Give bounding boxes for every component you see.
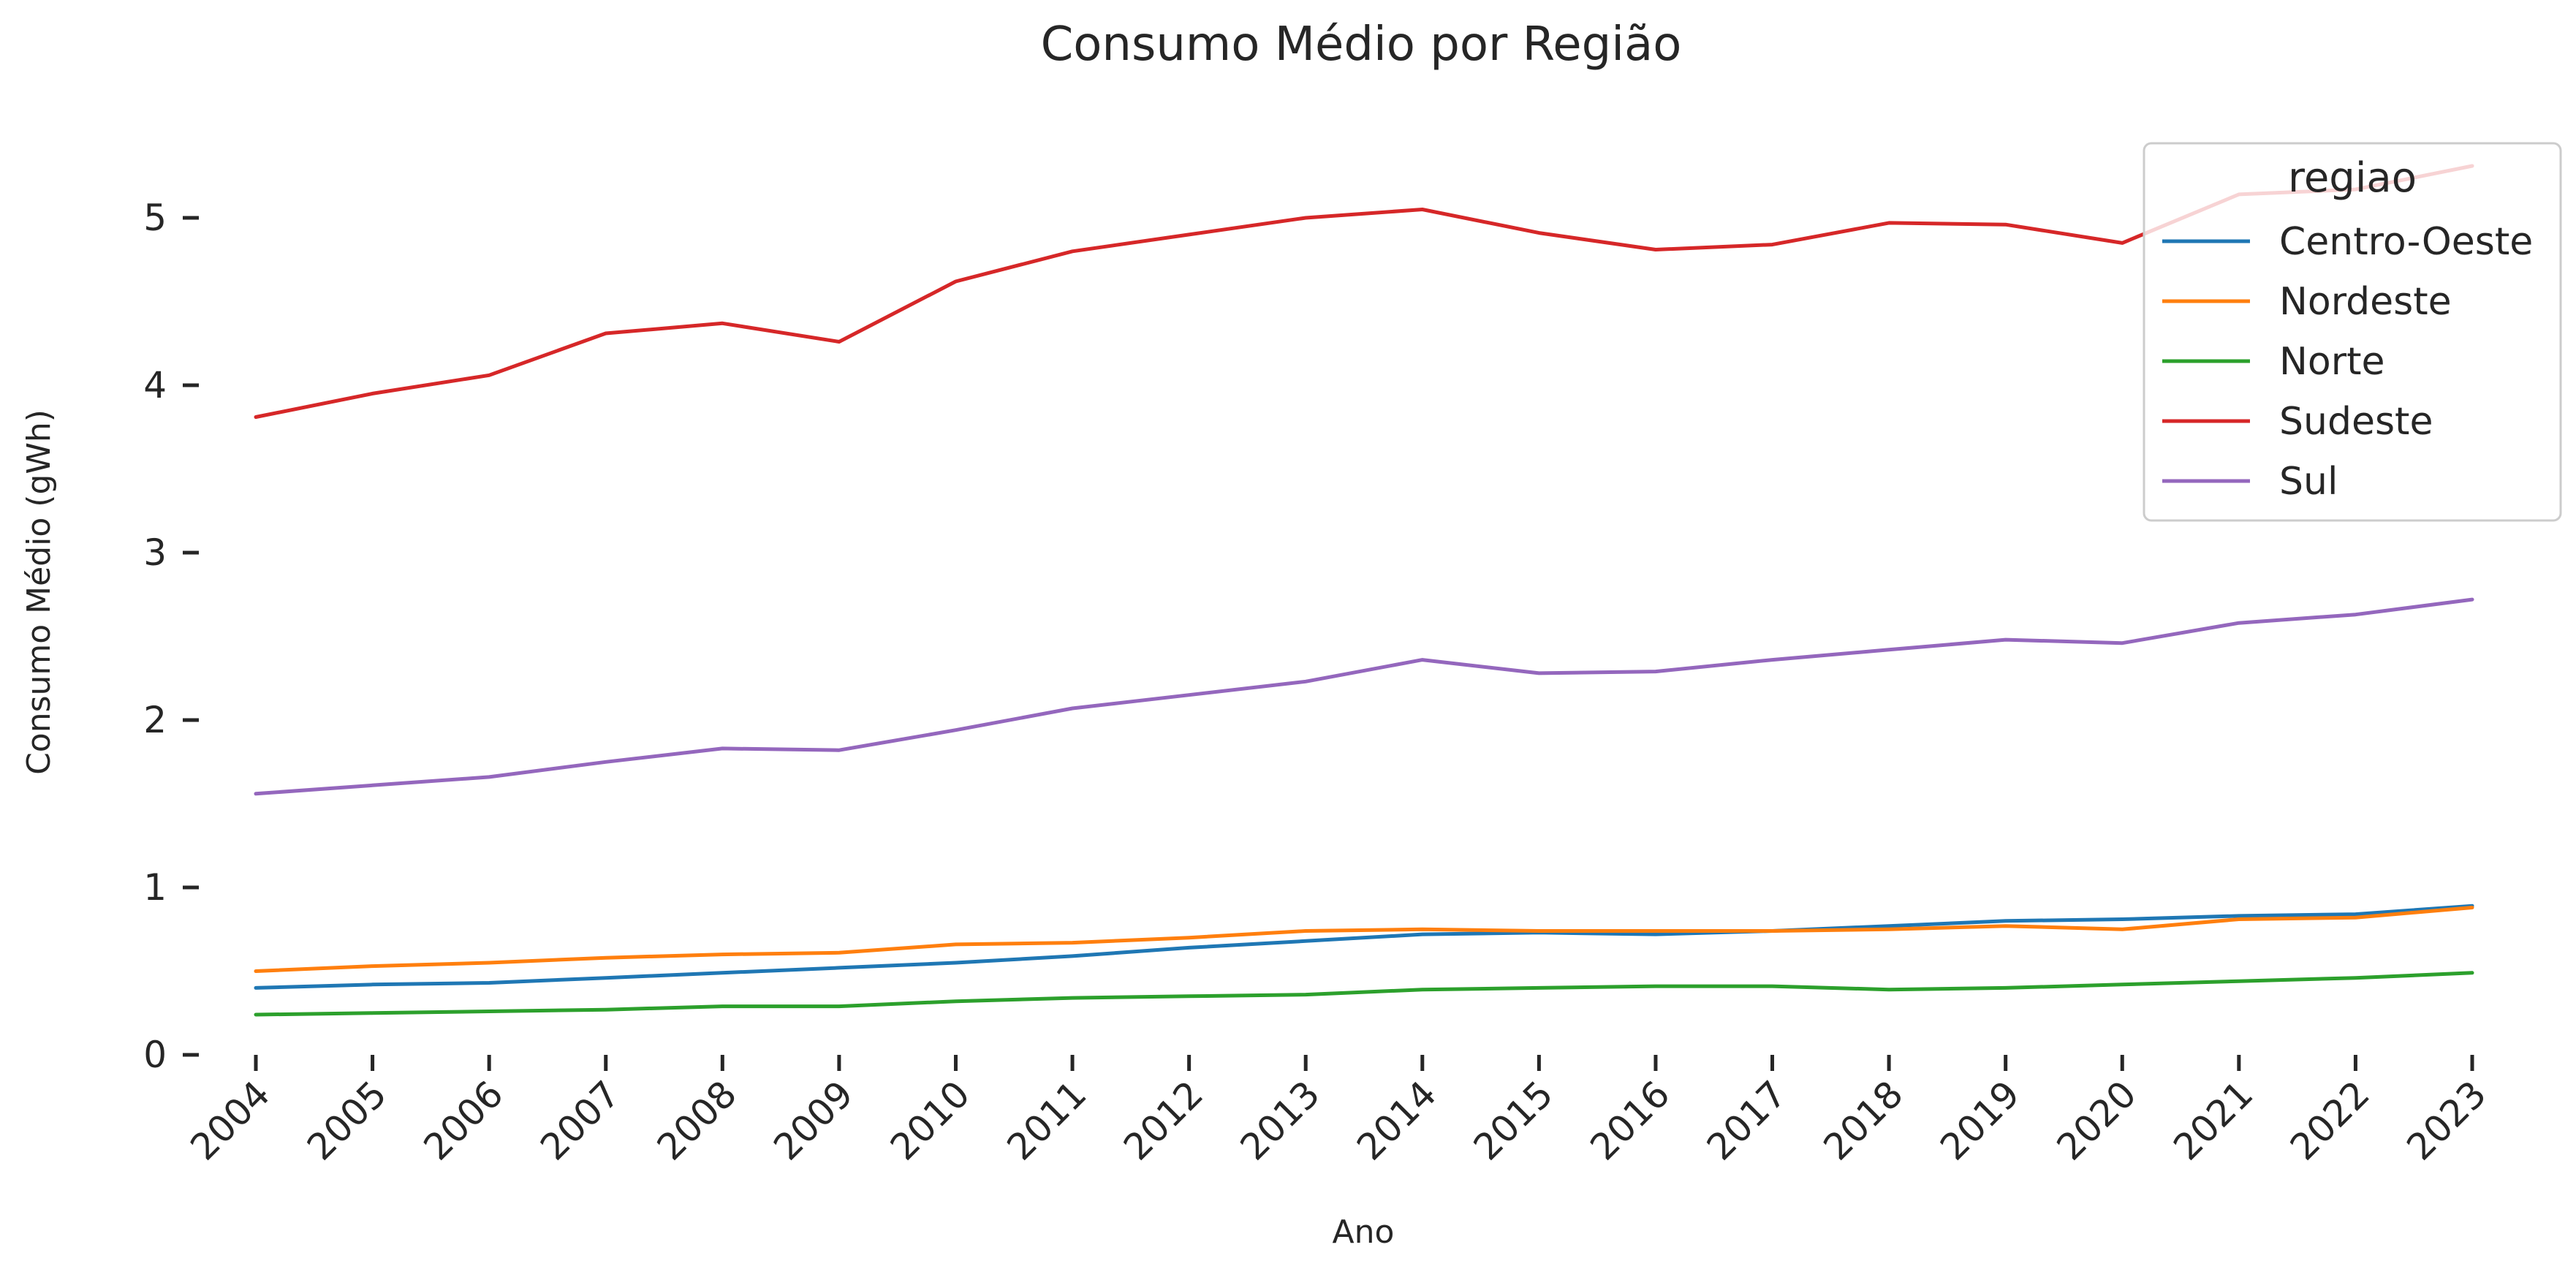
legend-item: Norte — [2162, 340, 2384, 384]
legend-item: Nordeste — [2162, 280, 2452, 324]
x-tick-label: 2017 — [1699, 1072, 1795, 1168]
legend-label: Sul — [2279, 460, 2338, 504]
y-tick-label: 4 — [143, 364, 167, 406]
y-tick-label: 1 — [143, 866, 167, 909]
x-tick-label: 2019 — [1932, 1072, 2028, 1168]
x-tick-label: 2010 — [882, 1072, 978, 1168]
x-tick-label: 2013 — [1232, 1072, 1328, 1168]
y-tick-label: 2 — [143, 699, 167, 741]
series-line-nordeste — [254, 906, 2474, 973]
x-tick-label: 2005 — [299, 1072, 395, 1168]
x-tick-label: 2018 — [1816, 1072, 1912, 1168]
x-axis-label: Ano — [1333, 1213, 1395, 1251]
x-tick-label: 2021 — [2165, 1072, 2261, 1168]
x-tick-label: 2014 — [1349, 1072, 1444, 1168]
y-tick-label: 3 — [143, 531, 167, 574]
x-tick-label: 2008 — [649, 1072, 745, 1168]
y-tick-label: 0 — [143, 1034, 167, 1076]
legend-items: Centro-Oeste Nordeste Norte Sudeste Sul — [2162, 220, 2533, 504]
y-tick-label: 5 — [143, 197, 167, 239]
legend-label: Sudeste — [2279, 400, 2433, 444]
y-axis: 0 1 2 3 4 5 — [143, 197, 199, 1076]
legend-frame — [2143, 142, 2562, 522]
y-axis-label: Consumo Médio (gWh) — [20, 409, 58, 775]
x-tick-label: 2006 — [416, 1072, 512, 1168]
series-line-centro-oeste — [254, 904, 2474, 990]
legend-title: regiao — [2288, 154, 2417, 202]
legend-item: Sul — [2162, 460, 2338, 504]
x-tick-label: 2023 — [2398, 1072, 2494, 1168]
x-tick-label: 2022 — [2282, 1072, 2378, 1168]
legend-label: Centro-Oeste — [2279, 220, 2533, 264]
x-tick-label: 2012 — [1115, 1072, 1211, 1168]
legend-item: Centro-Oeste — [2162, 220, 2533, 264]
series-line-sul — [254, 597, 2474, 796]
legend-label: Nordeste — [2279, 280, 2452, 324]
legend-item: Sudeste — [2162, 400, 2433, 444]
x-tick-label: 2016 — [1582, 1072, 1678, 1168]
x-axis: 2004 2005 2006 2007 2008 2009 2010 2011 2012 2013… — [182, 1055, 2494, 1168]
x-tick-label: 2009 — [765, 1072, 861, 1168]
series-line-norte — [254, 971, 2474, 1017]
x-tick-label: 2020 — [2049, 1072, 2145, 1168]
legend-label: Norte — [2279, 340, 2384, 384]
chart-title: Consumo Médio por Região — [1041, 18, 1682, 72]
x-tick-label: 2004 — [182, 1072, 278, 1168]
x-tick-label: 2015 — [1466, 1072, 1561, 1168]
x-tick-label: 2007 — [532, 1072, 628, 1168]
legend: regiao Centro-Oeste Nordeste Norte Sudeste S… — [2143, 142, 2562, 522]
x-tick-label: 2011 — [999, 1072, 1095, 1168]
series-layer — [254, 164, 2474, 1017]
series-line-sudeste — [254, 164, 2474, 419]
